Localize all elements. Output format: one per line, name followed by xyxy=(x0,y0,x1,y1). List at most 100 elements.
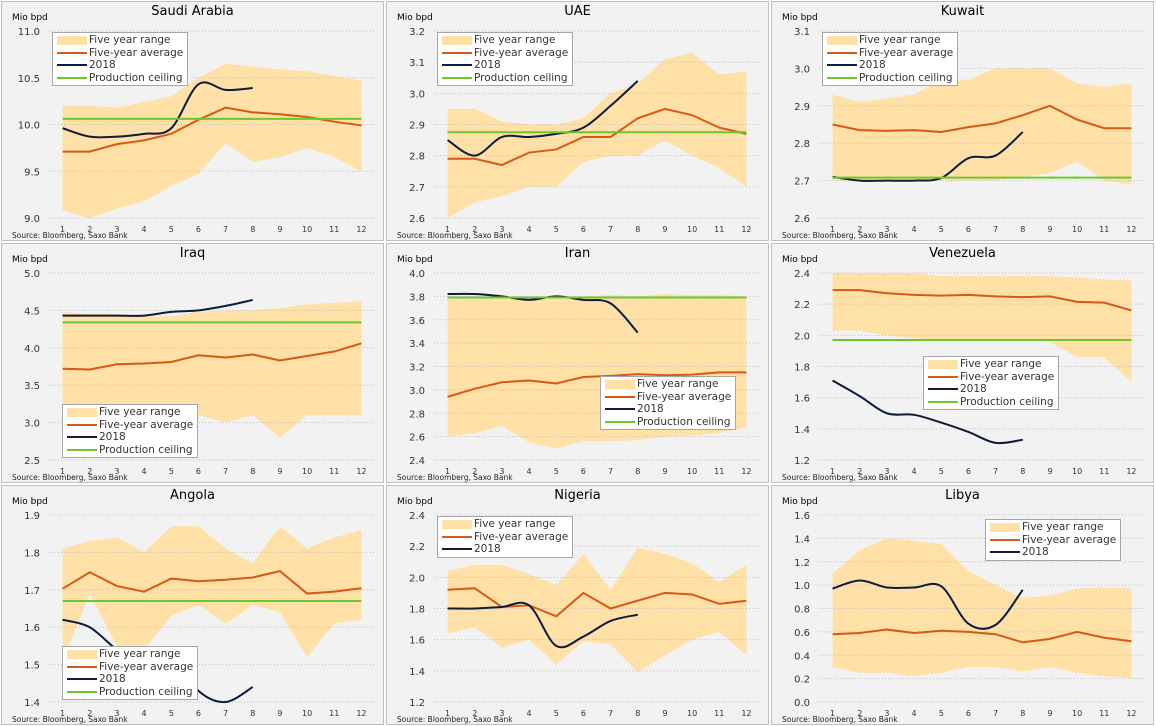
legend-swatch xyxy=(442,519,472,529)
y-tick-label: 0.8 xyxy=(794,605,810,616)
line-2018 xyxy=(832,131,1024,182)
legend-label: Production ceiling xyxy=(960,395,1054,408)
x-tick-label: 4 xyxy=(142,709,147,718)
legend-label: 2018 xyxy=(89,59,116,71)
x-tick-label: 11 xyxy=(1099,467,1109,476)
y-tick-label: 10.5 xyxy=(18,74,40,85)
source-note: Source: Bloomberg, Saxo Bank xyxy=(397,473,513,482)
y-tick-label: 4.0 xyxy=(24,344,40,355)
legend-item: 2018 xyxy=(990,546,1116,559)
x-tick-label: 10 xyxy=(687,709,697,718)
x-tick-label: 11 xyxy=(714,225,724,234)
x-tick-label: 8 xyxy=(1020,225,1025,234)
chart-title: Saudi Arabia xyxy=(151,4,234,19)
y-tick-label: 1.8 xyxy=(24,548,40,559)
legend-item: Five year range xyxy=(605,378,731,391)
x-tick-label: 12 xyxy=(1126,467,1136,476)
source-note: Source: Bloomberg, Saxo Bank xyxy=(397,715,513,724)
legend-label: Five-year average xyxy=(1022,533,1117,546)
chart-title: Venezuela xyxy=(929,246,996,261)
chart-svg: 9.09.510.010.511.01 2 3 4 5 6 7 8 9 10 11 12 xyxy=(18,27,375,234)
y-tick-label: 1.0 xyxy=(794,581,810,592)
panel-uae: 2.6 2.7 2.8 2.9 3.0 3.1 3.2 1 2 3 4 5 6 7 8 9 10 11 12 UAE… xyxy=(386,1,769,241)
panel-saudi-arabia: 9.0 9.5 10.0 10.5 11.0 1 2 3 4 5 6 7 8 9 10 11 12 Saudi … xyxy=(1,1,384,241)
chart-svg: 1.41.51.61.71.81.91 2 3 4 5 6 7 8 9 10 11 12 xyxy=(24,511,375,718)
y-axis-unit: Mio bpd xyxy=(782,497,818,507)
legend-item: Five-year average xyxy=(57,47,183,60)
legend-item: Production ceiling xyxy=(67,444,193,457)
legend-swatch xyxy=(442,548,472,551)
x-tick-label: 4 xyxy=(912,467,917,476)
x-tick-label: 7 xyxy=(223,467,228,476)
legend-label: Production ceiling xyxy=(637,415,731,428)
y-tick-label: 2.8 xyxy=(794,139,810,150)
y-tick-label: 2.8 xyxy=(409,409,425,420)
x-tick-label: 3 xyxy=(884,225,889,234)
y-tick-label: 2.6 xyxy=(409,433,425,444)
y-tick-label: 1.4 xyxy=(794,534,810,545)
legend-swatch xyxy=(928,375,958,378)
legend-swatch xyxy=(928,388,958,391)
x-tick-label: 9 xyxy=(662,709,667,718)
legend-label: 2018 xyxy=(474,59,501,71)
legend-swatch xyxy=(442,35,472,45)
legend-swatch xyxy=(990,551,1020,554)
y-tick-label: 1.6 xyxy=(794,394,810,405)
legend-label: Five year range xyxy=(99,648,181,660)
y-tick-label: 0.4 xyxy=(794,651,810,662)
x-tick-label: 3 xyxy=(499,225,504,234)
line-2018 xyxy=(447,80,639,157)
y-tick-label: 2.0 xyxy=(409,573,425,584)
legend: Five year range Five-year average 2018 xyxy=(985,519,1122,561)
five-year-average-line xyxy=(832,628,1132,644)
x-tick-label: 5 xyxy=(939,467,944,476)
five-year-average-line xyxy=(832,289,1132,312)
legend-label: Five year range xyxy=(637,378,719,390)
x-tick-label: 4 xyxy=(912,709,917,718)
legend-swatch xyxy=(605,379,635,389)
x-tick-label: 9 xyxy=(277,709,282,718)
source-note: Source: Bloomberg, Saxo Bank xyxy=(397,231,513,240)
source-note: Source: Bloomberg, Saxo Bank xyxy=(782,715,898,724)
x-tick-label: 8 xyxy=(1020,709,1025,718)
five-year-average-line xyxy=(62,570,362,595)
legend-item: Production ceiling xyxy=(57,72,183,85)
y-tick-label: 0.6 xyxy=(794,628,810,639)
x-tick-label: 9 xyxy=(1047,709,1052,718)
y-tick-label: 1.2 xyxy=(794,456,810,467)
legend-label: Production ceiling xyxy=(89,71,183,84)
five-year-range-area xyxy=(447,547,747,673)
x-tick-label: 5 xyxy=(939,709,944,718)
y-tick-label: 1.8 xyxy=(409,605,425,616)
legend-label: Five-year average xyxy=(637,390,732,403)
x-tick-label: 11 xyxy=(714,709,724,718)
chart-svg: 1.21.41.61.82.02.22.41 2 3 4 5 6 7 8 9 10 11 12 xyxy=(409,511,760,718)
legend-label: Five year range xyxy=(89,34,171,46)
legend-label: Production ceiling xyxy=(474,71,568,84)
y-tick-label: 3.0 xyxy=(409,386,425,397)
x-tick-label: 1 xyxy=(445,709,450,718)
y-tick-label: 3.1 xyxy=(794,27,810,38)
x-tick-label: 3 xyxy=(499,709,504,718)
x-tick-label: 3 xyxy=(884,467,889,476)
x-tick-label: 5 xyxy=(169,709,174,718)
legend-label: 2018 xyxy=(637,403,664,415)
legend-swatch xyxy=(605,420,635,423)
legend: Five year range Five-year average 2018 xyxy=(437,516,574,558)
legend-swatch xyxy=(990,538,1020,541)
y-tick-label: 2.0 xyxy=(794,331,810,342)
x-tick-label: 7 xyxy=(993,467,998,476)
legend-item: Production ceiling xyxy=(442,72,568,85)
legend-item: Production ceiling xyxy=(928,396,1054,409)
x-tick-label: 10 xyxy=(1072,467,1082,476)
chart-svg: 0.00.20.40.60.81.01.21.41.61 2 3 4 5 6 7 8 9 10 11… xyxy=(794,511,1145,718)
legend-item: Five-year average xyxy=(442,531,568,544)
y-tick-label: 2.9 xyxy=(409,121,425,132)
y-tick-label: 2.5 xyxy=(24,456,40,467)
chart-svg: 2.42.62.83.03.23.43.63.84.01 2 3 4 5 6 7 8 9 10 11… xyxy=(409,269,760,476)
x-tick-label: 1 xyxy=(830,709,835,718)
legend-item: 2018 xyxy=(442,543,568,556)
legend-swatch xyxy=(827,76,857,79)
five-year-range-area xyxy=(447,52,747,218)
x-tick-label: 7 xyxy=(223,225,228,234)
